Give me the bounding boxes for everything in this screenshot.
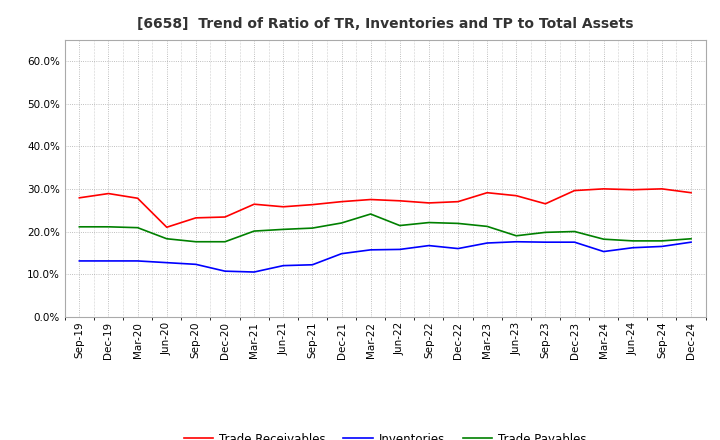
Trade Payables (366, 211, 375, 216)
Inventories (104, 258, 113, 264)
Trade Receivables (279, 204, 287, 209)
Trade Payables (308, 225, 317, 231)
Trade Receivables (192, 215, 200, 220)
Line: Trade Payables: Trade Payables (79, 214, 691, 242)
Trade Payables (687, 236, 696, 242)
Inventories (308, 262, 317, 268)
Trade Receivables (512, 193, 521, 198)
Trade Payables (599, 237, 608, 242)
Trade Receivables (104, 191, 113, 196)
Line: Trade Receivables: Trade Receivables (79, 189, 691, 227)
Trade Payables (337, 220, 346, 226)
Inventories (250, 269, 258, 275)
Inventories (570, 239, 579, 245)
Trade Payables (570, 229, 579, 234)
Inventories (220, 268, 229, 274)
Trade Receivables (570, 188, 579, 193)
Trade Payables (250, 228, 258, 234)
Trade Receivables (599, 186, 608, 191)
Inventories (133, 258, 142, 264)
Trade Payables (629, 238, 637, 243)
Inventories (75, 258, 84, 264)
Trade Payables (425, 220, 433, 225)
Trade Payables (483, 224, 492, 229)
Trade Payables (454, 221, 462, 226)
Trade Payables (541, 230, 550, 235)
Inventories (337, 251, 346, 257)
Inventories (366, 247, 375, 253)
Trade Receivables (483, 190, 492, 195)
Trade Payables (104, 224, 113, 229)
Trade Payables (657, 238, 666, 243)
Inventories (599, 249, 608, 254)
Trade Payables (75, 224, 84, 229)
Inventories (395, 247, 404, 252)
Trade Receivables (629, 187, 637, 192)
Inventories (192, 262, 200, 267)
Inventories (163, 260, 171, 265)
Trade Receivables (541, 201, 550, 206)
Trade Receivables (308, 202, 317, 207)
Trade Receivables (250, 202, 258, 207)
Inventories (541, 239, 550, 245)
Trade Payables (192, 239, 200, 244)
Inventories (687, 239, 696, 245)
Inventories (454, 246, 462, 251)
Legend: Trade Receivables, Inventories, Trade Payables: Trade Receivables, Inventories, Trade Pa… (179, 428, 591, 440)
Trade Receivables (425, 200, 433, 205)
Inventories (629, 245, 637, 250)
Inventories (483, 240, 492, 246)
Trade Receivables (75, 195, 84, 201)
Trade Receivables (220, 214, 229, 220)
Inventories (512, 239, 521, 244)
Trade Payables (279, 227, 287, 232)
Trade Receivables (687, 190, 696, 195)
Inventories (425, 243, 433, 248)
Trade Receivables (454, 199, 462, 204)
Trade Receivables (395, 198, 404, 203)
Line: Inventories: Inventories (79, 242, 691, 272)
Trade Payables (133, 225, 142, 230)
Trade Payables (220, 239, 229, 244)
Trade Payables (163, 236, 171, 242)
Trade Receivables (657, 186, 666, 191)
Trade Receivables (163, 224, 171, 230)
Inventories (279, 263, 287, 268)
Title: [6658]  Trend of Ratio of TR, Inventories and TP to Total Assets: [6658] Trend of Ratio of TR, Inventories… (137, 18, 634, 32)
Trade Payables (395, 223, 404, 228)
Trade Receivables (366, 197, 375, 202)
Trade Receivables (337, 199, 346, 204)
Trade Payables (512, 233, 521, 238)
Inventories (657, 244, 666, 249)
Trade Receivables (133, 196, 142, 201)
